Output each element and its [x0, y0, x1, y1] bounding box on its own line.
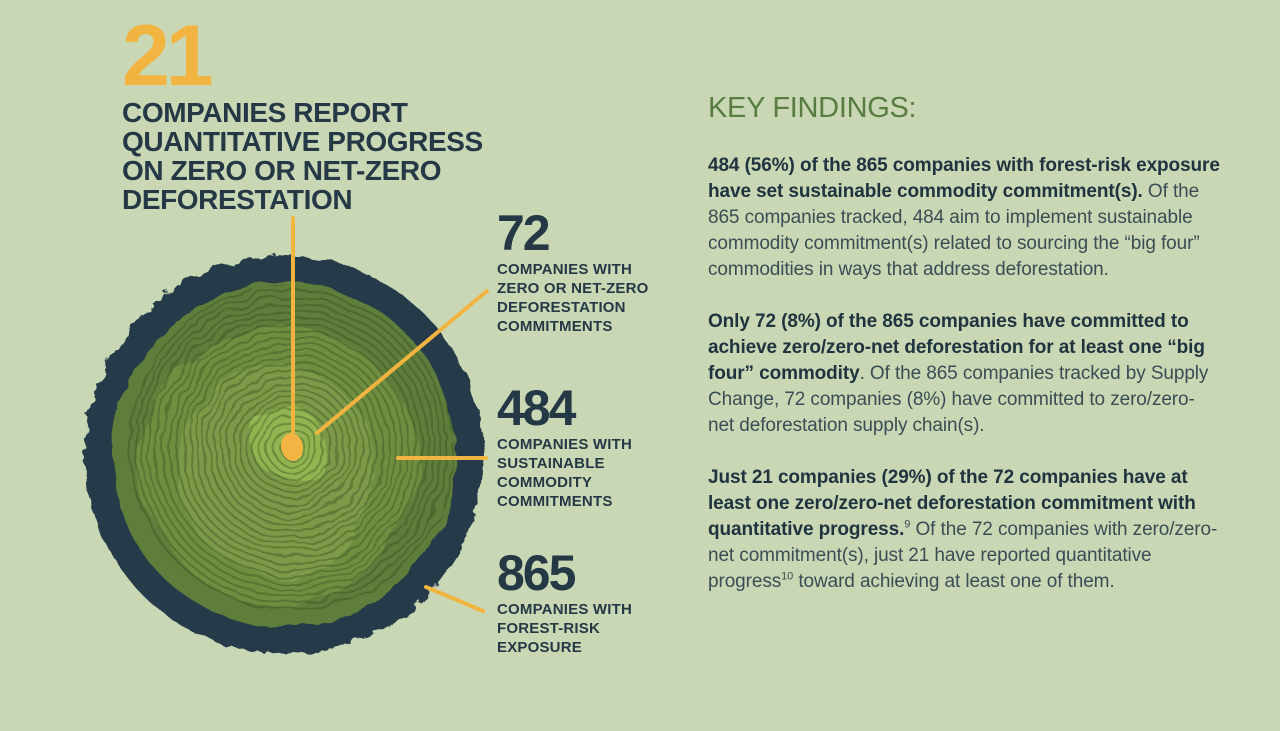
callout-value: 865	[497, 545, 576, 601]
callout-label-line: FOREST-RISK	[497, 620, 601, 637]
headline-line: COMPANIES REPORT	[122, 97, 408, 128]
pith-dot	[280, 433, 304, 461]
finding-paragraph-3: Just 21 companies (29%) of the 72 compan…	[708, 465, 1220, 595]
callout-label-line: ZERO OR NET-ZERO	[497, 280, 649, 297]
finding-bold: Just 21 companies (29%) of the 72 compan…	[708, 467, 1196, 540]
callout-label-line: COMMITMENTS	[497, 318, 613, 335]
headline-line: DEFORESTATION	[122, 184, 353, 215]
callout-865: 865 COMPANIES WITH FOREST-RISK EXPOSURE	[497, 545, 687, 657]
finding-regular: toward achieving at least one of them.	[793, 571, 1115, 592]
callout-value: 484	[497, 380, 576, 436]
callout-label-line: COMMODITY	[497, 474, 593, 491]
finding-regular: . Of the 865 companies tracked by Supply…	[708, 363, 1209, 436]
callout-label: COMPANIES WITH ZERO OR NET-ZERO DEFOREST…	[497, 260, 687, 336]
finding-regular: Of the 865 companies tracked, 484 aim to…	[708, 181, 1200, 280]
callout-label-line: COMMITMENTS	[497, 493, 613, 510]
callout-label-line: DEFORESTATION	[497, 299, 626, 316]
finding-paragraph-1: 484 (56%) of the 865 companies with fore…	[708, 153, 1220, 283]
callout-label: COMPANIES WITH FOREST-RISK EXPOSURE	[497, 600, 687, 657]
headline-stat: 21 COMPANIES REPORT QUANTITATIVE PROGRES…	[122, 8, 502, 214]
callout-label-line: SUSTAINABLE	[497, 455, 605, 472]
headline-line: QUANTITATIVE PROGRESS	[122, 126, 483, 157]
callout-label-line: COMPANIES WITH	[497, 436, 633, 453]
callout-value: 72	[497, 205, 551, 261]
callout-72: 72 COMPANIES WITH ZERO OR NET-ZERO DEFOR…	[497, 205, 687, 336]
headline-stat-value: 21	[122, 8, 214, 104]
key-findings-heading: KEY FINDINGS:	[708, 92, 917, 124]
callout-label-line: COMPANIES WITH	[497, 601, 633, 618]
tree-rings-illustration	[85, 256, 483, 654]
finding-bold: Only 72 (8%) of the 865 companies have c…	[708, 311, 1205, 384]
footnote-10: 10	[781, 570, 794, 583]
headline-line: ON ZERO OR NET-ZERO	[122, 155, 442, 186]
callout-label: COMPANIES WITH SUSTAINABLE COMMODITY COM…	[497, 435, 687, 511]
headline-stat-label: COMPANIES REPORT QUANTITATIVE PROGRESS O…	[122, 98, 502, 214]
callout-484: 484 COMPANIES WITH SUSTAINABLE COMMODITY…	[497, 380, 687, 511]
callout-label-line: EXPOSURE	[497, 639, 582, 656]
finding-bold: 484 (56%) of the 865 companies with fore…	[708, 155, 1220, 202]
key-findings-section: KEY FINDINGS: 484 (56%) of the 865 compa…	[708, 92, 1220, 621]
finding-paragraph-2: Only 72 (8%) of the 865 companies have c…	[708, 309, 1220, 439]
footnote-9: 9	[904, 518, 911, 531]
finding-regular: Of the 72 companies with zero/zero-net c…	[708, 519, 1218, 592]
callout-label-line: COMPANIES WITH	[497, 261, 633, 278]
